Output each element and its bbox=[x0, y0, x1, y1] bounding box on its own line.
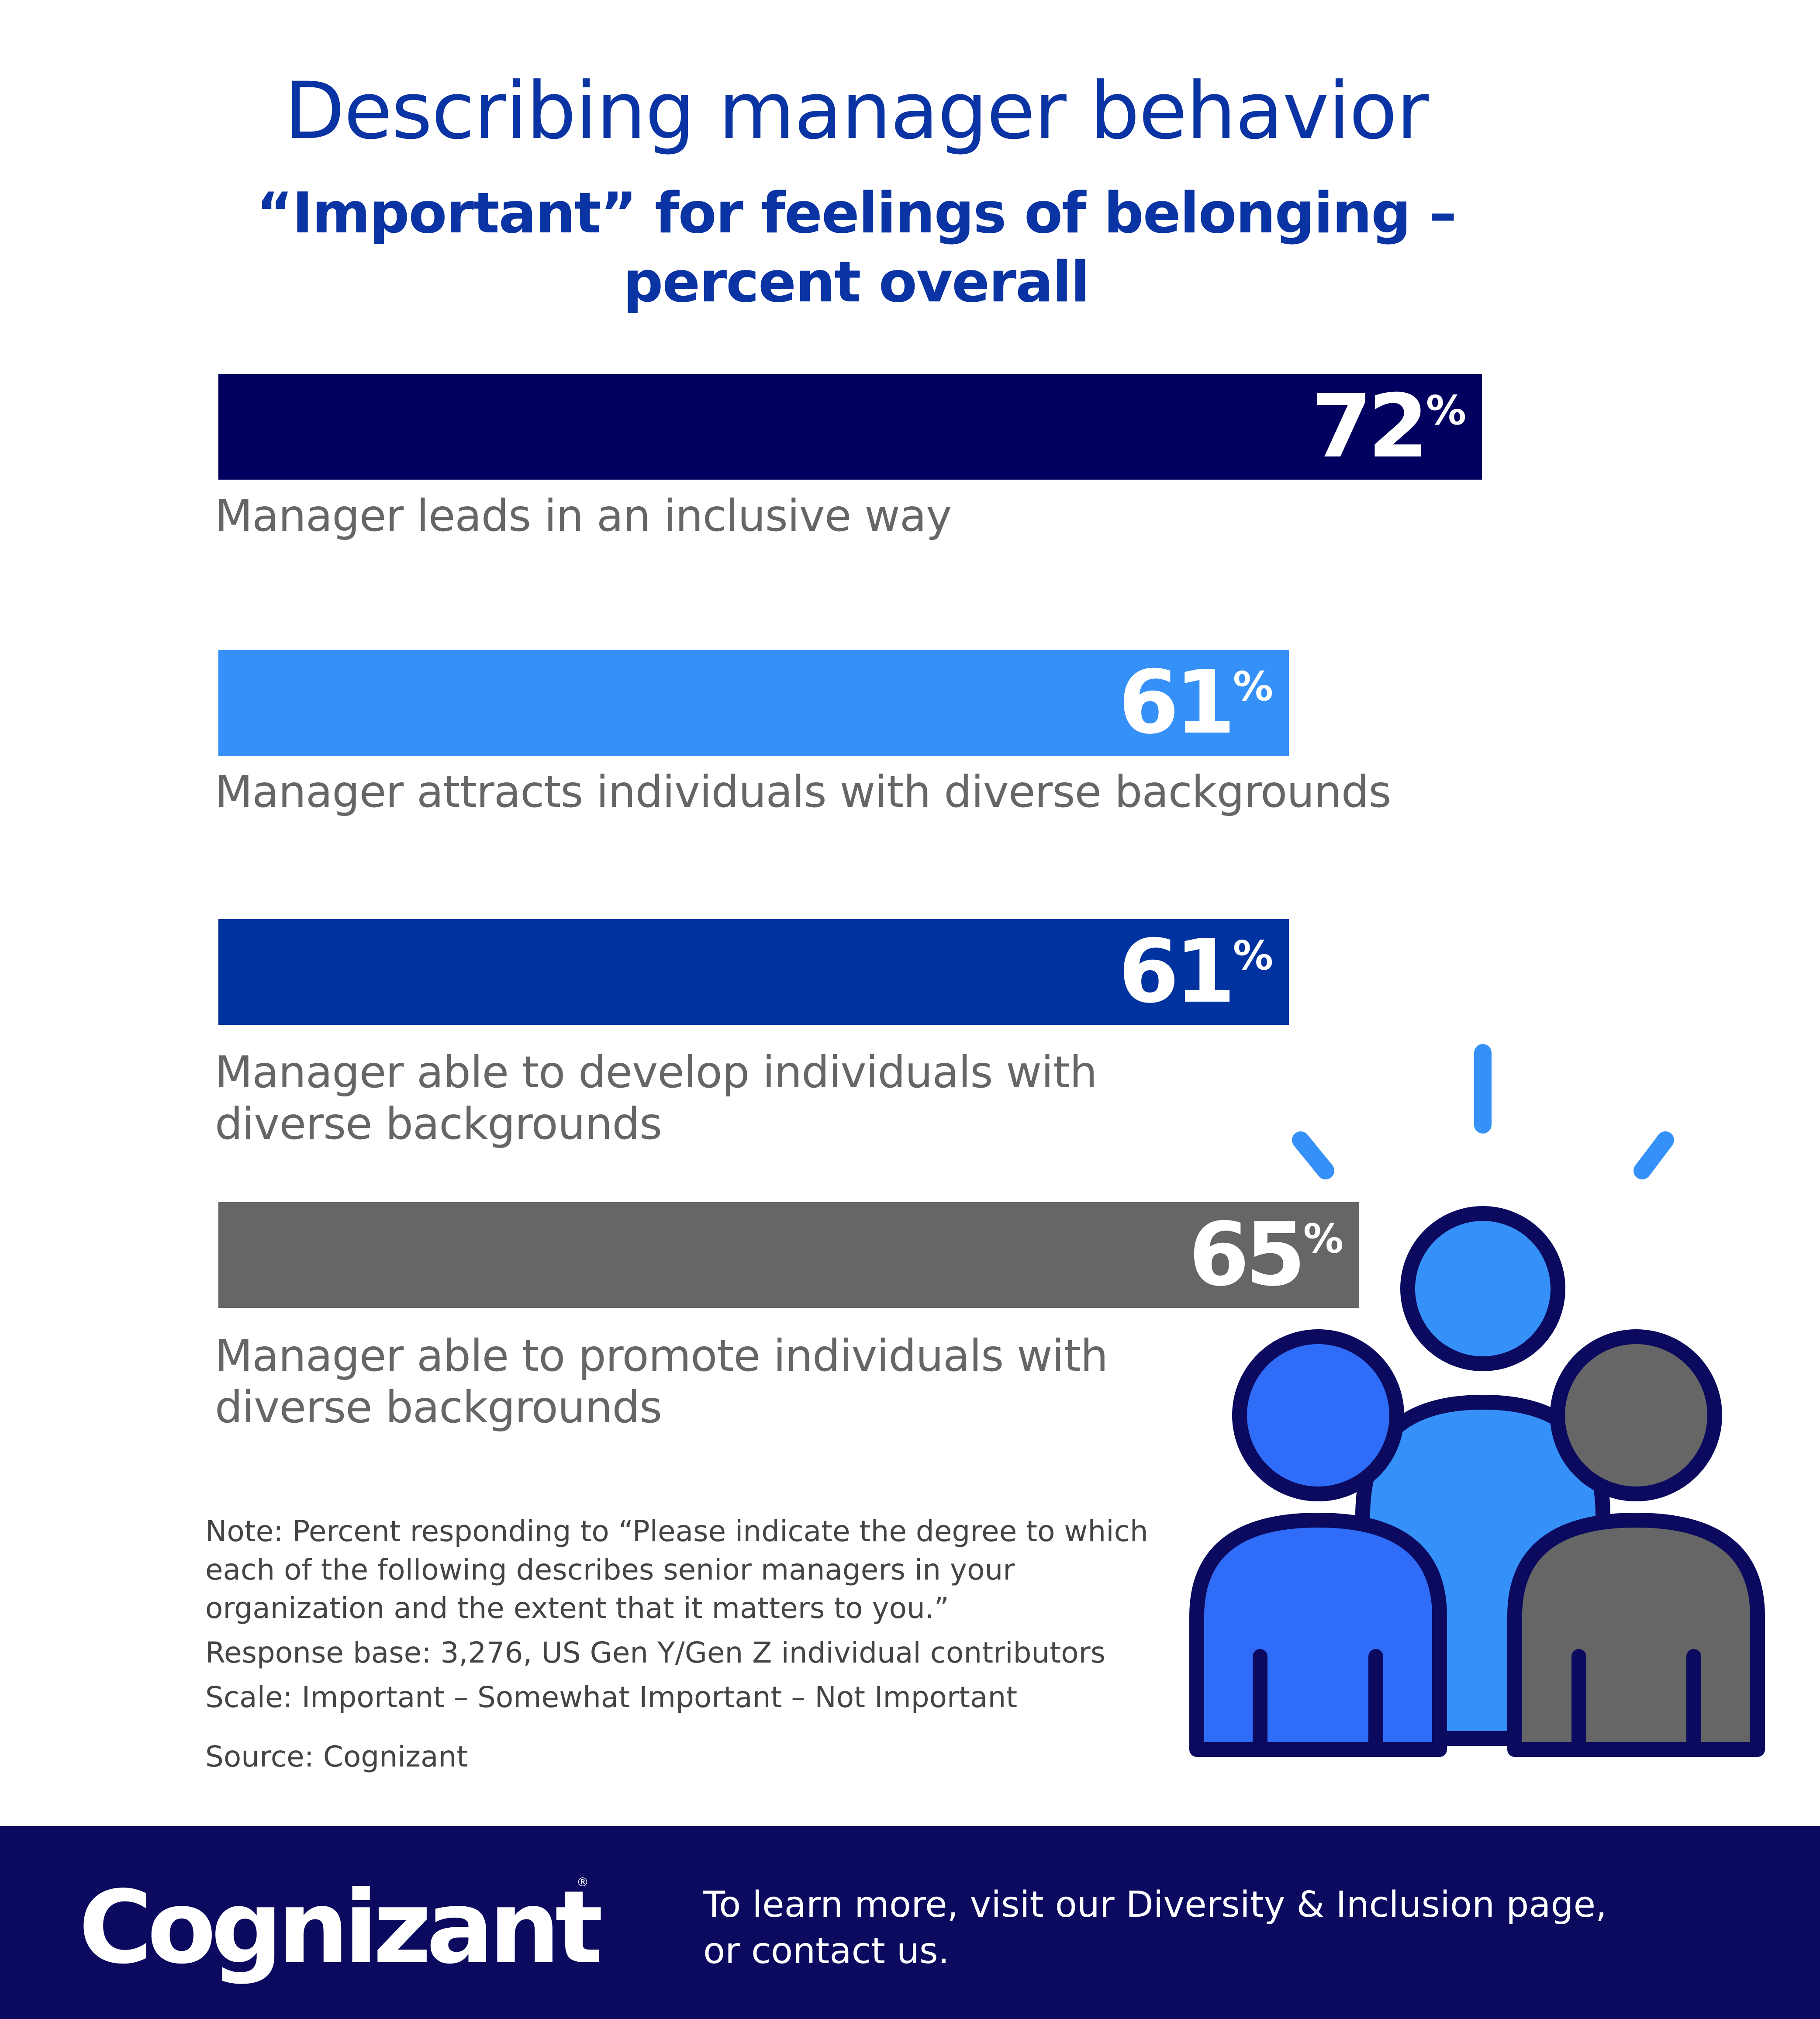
registered-mark: ® bbox=[577, 1875, 589, 1889]
subtitle-line-2: percent overall bbox=[623, 250, 1090, 315]
bar-value-4: 65 bbox=[1188, 1204, 1305, 1306]
right-person-head bbox=[1550, 1329, 1722, 1501]
bar-value-1: 72 bbox=[1311, 376, 1428, 477]
bar-label-1: Manager leads in an inclusive way bbox=[215, 490, 952, 542]
bar-2: 61% bbox=[218, 650, 1289, 756]
bar-value-suffix-1: % bbox=[1426, 387, 1466, 434]
bar-4: 65% bbox=[218, 1202, 1359, 1308]
bar-value-3: 61 bbox=[1118, 921, 1235, 1023]
subtitle-line-1: “Important” for feelings of belonging – bbox=[256, 181, 1457, 246]
bar-label-2: Manager attracts individuals with divers… bbox=[215, 766, 1391, 818]
bar-value-suffix-3: % bbox=[1233, 932, 1273, 979]
cognizant-logo: Cognizant bbox=[79, 1870, 603, 1986]
bar-value-suffix-2: % bbox=[1233, 663, 1273, 710]
left-person-body bbox=[1189, 1513, 1447, 1757]
note-line-3: organization and the extent that it matt… bbox=[205, 1591, 949, 1625]
footer-cta: To learn more, visit our Diversity & Inc… bbox=[703, 1882, 1778, 1974]
team-people-icon bbox=[1189, 1044, 1765, 1757]
chart-subtitle: “Important” for feelings of belonging – … bbox=[175, 179, 1537, 317]
bar-label-1-line-1: Manager leads in an inclusive way bbox=[215, 490, 952, 541]
bar-label-4-line-1: Manager able to promote individuals with bbox=[215, 1330, 1108, 1381]
bar-label-4: Manager able to promote individuals with… bbox=[215, 1330, 1108, 1433]
bar-value-suffix-4: % bbox=[1303, 1215, 1343, 1262]
scale-note: Scale: Important – Somewhat Important – … bbox=[205, 1680, 1018, 1714]
response-base: Response base: 3,276, US Gen Y/Gen Z ind… bbox=[205, 1636, 1106, 1670]
note-line-1: Note: Percent responding to “Please indi… bbox=[205, 1514, 1148, 1548]
footer-cta-line-2[interactable]: or contact us. bbox=[703, 1930, 950, 1972]
ray-left bbox=[1292, 1131, 1334, 1179]
chart-notes: Note: Percent responding to “Please indi… bbox=[205, 1512, 1184, 1776]
bar-label-3-line-1: Manager able to develop individuals with bbox=[215, 1047, 1097, 1098]
bar-1: 72% bbox=[218, 374, 1482, 480]
footer-bar: Cognizant ® To learn more, visit our Div… bbox=[0, 1826, 1820, 2019]
center-person-head bbox=[1400, 1206, 1565, 1371]
right-person-body bbox=[1507, 1513, 1765, 1757]
source-note: Source: Cognizant bbox=[205, 1740, 468, 1774]
bar-value-2: 61 bbox=[1118, 652, 1235, 754]
bar-label-4-line-2: diverse backgrounds bbox=[215, 1382, 662, 1433]
bar-label-3: Manager able to develop individuals with… bbox=[215, 1047, 1097, 1150]
bar-label-2-line-1: Manager attracts individuals with divers… bbox=[215, 766, 1391, 817]
ray-right bbox=[1634, 1131, 1674, 1179]
note-line-2: each of the following describes senior m… bbox=[205, 1553, 1015, 1587]
chart-title: Describing manager behavior bbox=[284, 66, 1429, 157]
bar-3: 61% bbox=[218, 919, 1289, 1025]
left-person-head bbox=[1232, 1329, 1404, 1501]
bar-label-3-line-2: diverse backgrounds bbox=[215, 1098, 662, 1149]
footer-cta-line-1[interactable]: To learn more, visit our Diversity & Inc… bbox=[703, 1884, 1607, 1926]
